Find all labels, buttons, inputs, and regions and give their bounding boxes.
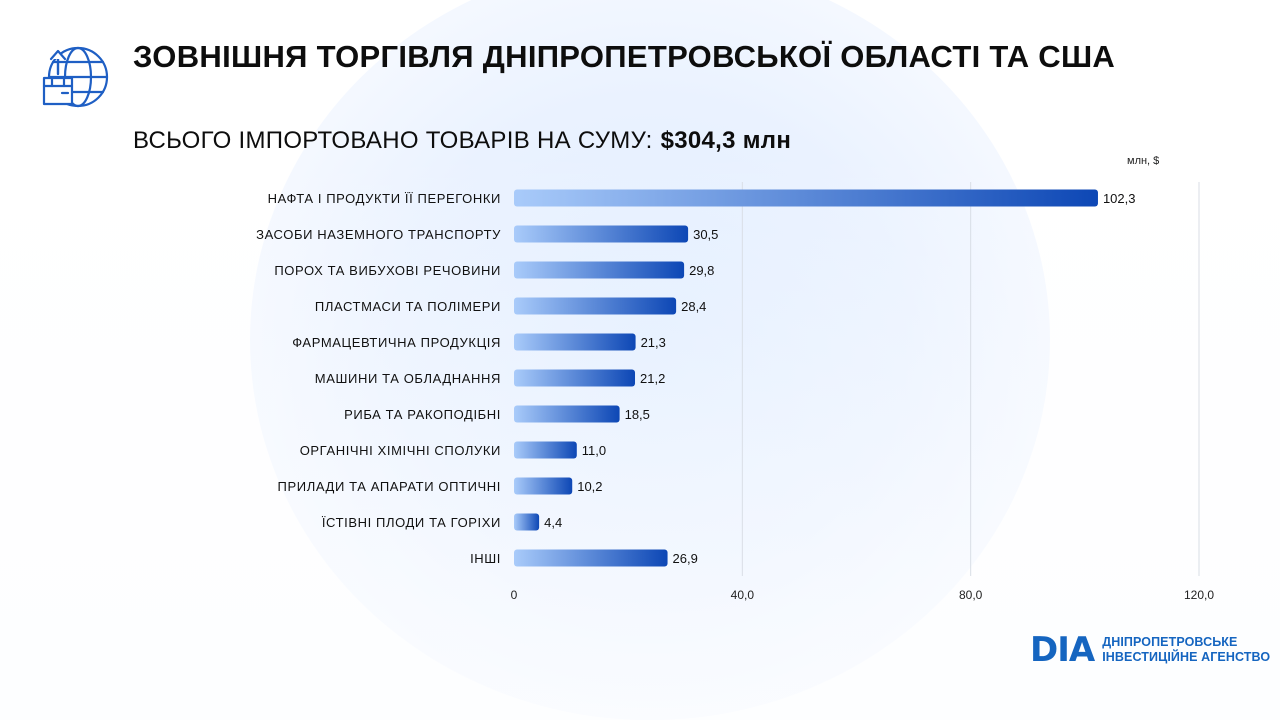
bar bbox=[514, 441, 577, 459]
value-label: 29,8 bbox=[689, 263, 714, 278]
category-label: ПЛАСТМАСИ ТА ПОЛІМЕРИ bbox=[315, 299, 501, 314]
value-label: 21,3 bbox=[641, 335, 666, 350]
bars bbox=[514, 189, 1098, 567]
category-label: НАФТА І ПРОДУКТИ ЇЇ ПЕРЕГОНКИ bbox=[268, 191, 501, 206]
x-tick-label: 40,0 bbox=[731, 588, 755, 602]
bar bbox=[514, 261, 685, 279]
value-label: 4,4 bbox=[544, 515, 562, 530]
value-label: 26,9 bbox=[673, 551, 698, 566]
category-label: ІНШІ bbox=[470, 551, 501, 566]
value-label: 28,4 bbox=[681, 299, 706, 314]
category-label: РИБА ТА РАКОПОДІБНІ bbox=[344, 407, 501, 422]
x-tick-label: 80,0 bbox=[959, 588, 983, 602]
subtitle-total-value: $304,3 млн bbox=[660, 127, 792, 154]
bar bbox=[514, 405, 620, 423]
brand-line-1: ДНІПРОПЕТРОВСЬКЕ bbox=[1102, 635, 1238, 649]
category-label: МАШИНИ ТА ОБЛАДНАННЯ bbox=[315, 371, 501, 386]
value-label: 18,5 bbox=[625, 407, 650, 422]
category-label: ЗАСОБИ НАЗЕМНОГО ТРАНСПОРТУ bbox=[256, 227, 501, 242]
brand-line-2: ІНВЕСТИЦІЙНЕ АГЕНСТВО bbox=[1102, 650, 1271, 664]
category-label: ЇСТІВНІ ПЛОДИ ТА ГОРІХИ bbox=[322, 515, 501, 530]
category-label: ОРГАНІЧНІ ХІМІЧНІ СПОЛУКИ bbox=[300, 443, 501, 458]
page-title: ЗОВНІШНЯ ТОРГІВЛЯ ДНІПРОПЕТРОВСЬКОЇ ОБЛА… bbox=[133, 39, 1116, 74]
value-label: 21,2 bbox=[640, 371, 665, 386]
brand-mark: DIA bbox=[1030, 630, 1095, 670]
value-label: 30,5 bbox=[693, 227, 718, 242]
brand-logo: DIA ДНІПРОПЕТРОВСЬКЕ ІНВЕСТИЦІЙНЕ АГЕНСТ… bbox=[1030, 633, 1270, 667]
bar bbox=[514, 369, 636, 387]
grid-lines bbox=[741, 182, 1200, 576]
category-labels: НАФТА І ПРОДУКТИ ЇЇ ПЕРЕГОНКИ ЗАСОБИ НАЗЕ… bbox=[256, 191, 501, 566]
brand-name: ДНІПРОПЕТРОВСЬКЕ ІНВЕСТИЦІЙНЕ АГЕНСТВО bbox=[1102, 635, 1270, 665]
bar bbox=[514, 333, 636, 351]
bar bbox=[514, 297, 677, 315]
subtitle-label: ВСЬОГО ІМПОРТОВАНО ТОВАРІВ НА СУМУ: bbox=[133, 127, 653, 154]
chart-unit-label: млн, $ bbox=[1127, 155, 1160, 167]
value-labels: 102,3 30,5 29,8 28,4 21,3 21,2 18,5 11,0 10,2 4,4… bbox=[544, 191, 1135, 566]
x-axis-tick-labels: 0 40,0 80,0 120,0 bbox=[511, 588, 1215, 602]
value-label: 102,3 bbox=[1103, 191, 1136, 206]
globe-box-icon bbox=[42, 46, 109, 108]
x-tick-label: 0 bbox=[511, 588, 518, 602]
category-label: ПРИЛАДИ ТА АПАРАТИ ОПТИЧНІ bbox=[278, 479, 501, 494]
bar bbox=[514, 513, 540, 531]
bar bbox=[514, 549, 668, 567]
x-tick-label: 120,0 bbox=[1184, 588, 1214, 602]
bar bbox=[514, 477, 573, 495]
value-label: 11,0 bbox=[582, 443, 606, 458]
value-label: 10,2 bbox=[577, 479, 602, 494]
bar bbox=[514, 225, 689, 243]
category-label: ФАРМАЦЕВТИЧНА ПРОДУКЦІЯ bbox=[292, 335, 501, 350]
page-subtitle: ВСЬОГО ІМПОРТОВАНО ТОВАРІВ НА СУМУ: $304,… bbox=[133, 126, 791, 156]
bar bbox=[514, 189, 1098, 207]
category-label: ПОРОХ ТА ВИБУХОВІ РЕЧОВИНИ bbox=[274, 263, 501, 278]
